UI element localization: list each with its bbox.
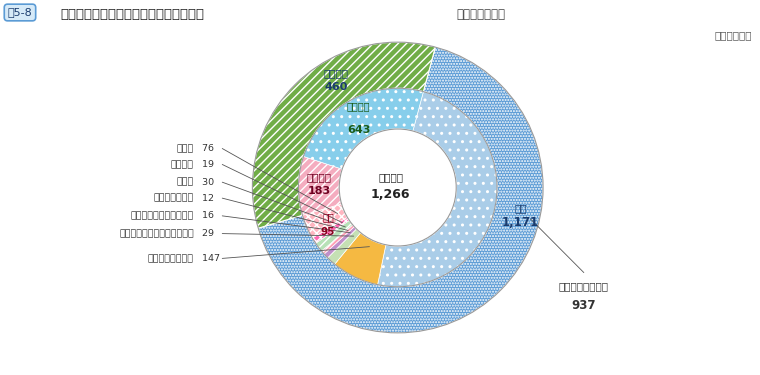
Text: 29: 29 (199, 229, 214, 238)
Text: その他: その他 (176, 144, 194, 153)
Wedge shape (328, 229, 360, 264)
Text: レクリエーション参加中: レクリエーション参加中 (131, 211, 194, 220)
Text: 設備の不完全等: 設備の不完全等 (154, 194, 194, 202)
Text: 出張又は赴任途上: 出張又は赴任途上 (148, 254, 194, 263)
Text: 937: 937 (572, 299, 596, 312)
Text: 19: 19 (199, 160, 214, 169)
Text: 公務災害: 公務災害 (378, 172, 403, 182)
Text: 疾病: 疾病 (322, 212, 334, 222)
Wedge shape (302, 204, 347, 238)
Text: 通勤災害: 通勤災害 (347, 101, 370, 111)
Text: 643: 643 (347, 125, 370, 135)
Wedge shape (324, 227, 356, 258)
Text: 図5-8: 図5-8 (8, 8, 33, 18)
Text: 負傷: 負傷 (514, 204, 527, 214)
Text: 16: 16 (199, 211, 214, 220)
Wedge shape (321, 225, 354, 254)
Text: 1,266: 1,266 (371, 188, 410, 201)
Wedge shape (334, 232, 386, 285)
Text: 出退勤途上（公務上のもの）: 出退勤途上（公務上のもの） (119, 229, 194, 238)
Wedge shape (258, 47, 543, 333)
Wedge shape (315, 220, 353, 251)
Text: 76: 76 (199, 144, 214, 153)
Text: その他: その他 (176, 178, 194, 187)
Text: 出勤途上: 出勤途上 (324, 68, 349, 78)
Text: 自己の職務遂行中: 自己の職務遂行中 (559, 282, 609, 291)
Wedge shape (252, 42, 435, 228)
Text: （令和元年度）: （令和元年度） (456, 8, 505, 21)
Wedge shape (312, 217, 350, 243)
Text: 183: 183 (307, 186, 331, 196)
Text: 460: 460 (325, 82, 348, 92)
Text: 95: 95 (321, 226, 335, 237)
Wedge shape (299, 156, 342, 215)
Text: （単位：件）: （単位：件） (715, 30, 752, 40)
Text: 公務災害及び通勤災害の事由別認定状況: 公務災害及び通勤災害の事由別認定状況 (61, 8, 204, 21)
Text: 30: 30 (199, 178, 214, 187)
Text: 退勤途上: 退勤途上 (306, 172, 331, 182)
Text: 1,171: 1,171 (502, 216, 539, 229)
Text: 12: 12 (199, 194, 214, 202)
Text: 熱中症等: 熱中症等 (171, 160, 194, 169)
Wedge shape (378, 92, 497, 287)
Circle shape (339, 129, 456, 246)
Wedge shape (303, 88, 423, 169)
Text: 147: 147 (199, 254, 220, 263)
